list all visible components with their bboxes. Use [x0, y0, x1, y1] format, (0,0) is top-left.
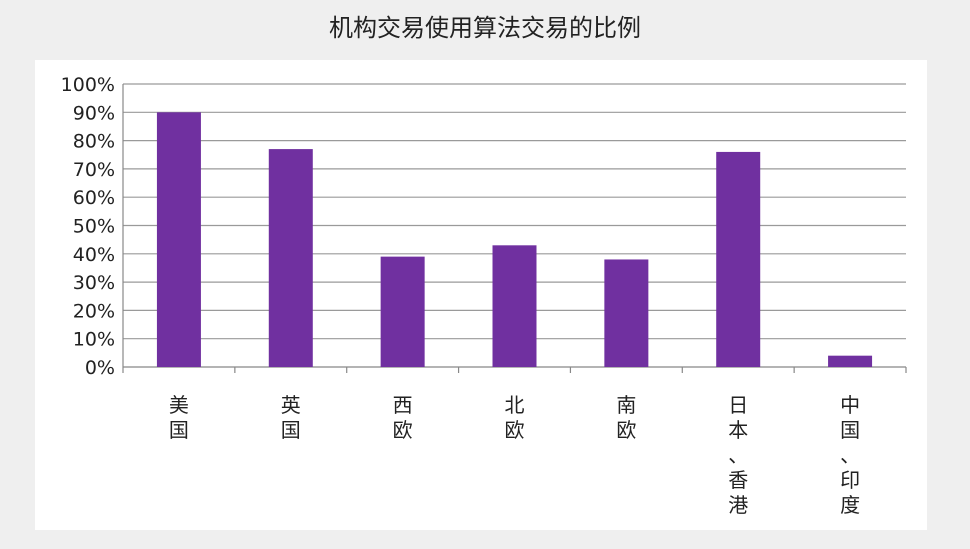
- bar: [492, 245, 537, 367]
- bar: [156, 112, 201, 367]
- bar: [268, 149, 313, 367]
- plot-panel: 0% 10% 20% 30% 40% 50% 60% 70% 80% 90% 100% 美国 英国 西欧…: [35, 60, 927, 530]
- x-category-label: 英国: [281, 393, 301, 442]
- gridlines: [123, 83, 906, 340]
- x-category-label: 中国、印度: [840, 393, 860, 517]
- y-tick-label: 60%: [73, 187, 115, 209]
- y-tick-label: 100%: [61, 74, 115, 96]
- y-tick-labels: 0% 10% 20% 30% 40% 50% 60% 70% 80% 90% 100%: [61, 74, 115, 379]
- x-category-label: 南欧: [616, 393, 636, 442]
- y-tick-label: 40%: [73, 244, 115, 266]
- y-tick-label: 90%: [73, 102, 115, 124]
- y-tick-label: 70%: [73, 159, 115, 181]
- y-tick-label: 0%: [85, 357, 115, 379]
- bar: [828, 355, 873, 367]
- y-tick-label: 30%: [73, 272, 115, 294]
- y-tick-label: 50%: [73, 216, 115, 238]
- x-category-label: 北欧: [505, 393, 525, 442]
- chart-title: 机构交易使用算法交易的比例: [329, 14, 641, 42]
- bar: [604, 259, 649, 367]
- x-category-label: 西欧: [393, 393, 413, 442]
- bar-chart: 0% 10% 20% 30% 40% 50% 60% 70% 80% 90% 100% 美国 英国 西欧…: [61, 74, 907, 517]
- x-category-label: 美国: [169, 393, 189, 442]
- bar: [716, 151, 761, 367]
- x-category-labels: 美国 英国 西欧 北欧 南欧 日本、香港 中国、印度: [169, 393, 860, 517]
- bar: [380, 256, 425, 367]
- y-tick-label: 10%: [73, 329, 115, 351]
- bars: [156, 112, 873, 367]
- y-tick-label: 20%: [73, 300, 115, 322]
- y-tick-label: 80%: [73, 131, 115, 153]
- x-category-label: 日本、香港: [728, 393, 748, 517]
